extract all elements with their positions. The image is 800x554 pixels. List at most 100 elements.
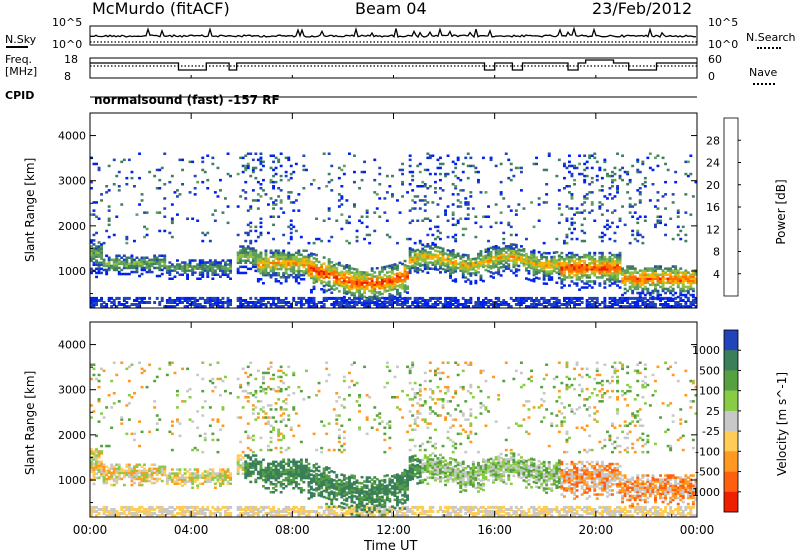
power-cell [342, 275, 346, 278]
power-cell [618, 251, 622, 255]
power-cell [530, 299, 533, 302]
power-cell [312, 287, 316, 291]
velocity-cell [196, 470, 200, 473]
power-cell [489, 260, 493, 264]
power-cell [365, 297, 369, 301]
power-cell [494, 203, 498, 206]
power-cell [598, 205, 602, 208]
power-cell [631, 301, 635, 304]
velocity-cell [92, 466, 96, 469]
velocity-cell [155, 514, 159, 518]
power-cell [201, 239, 205, 243]
power-cell [416, 263, 420, 266]
power-cell [345, 221, 349, 225]
power-cell [669, 217, 673, 220]
power-cell [477, 263, 480, 266]
power-cell [684, 277, 688, 280]
power-cell [611, 268, 614, 271]
power-cell [287, 305, 291, 309]
power-cell [208, 303, 212, 306]
power-cell [656, 154, 660, 157]
velocity-cell [254, 480, 258, 484]
velocity-cell [216, 476, 220, 479]
velocity-cell [219, 512, 222, 515]
power-cell [573, 255, 576, 259]
power-cell [489, 275, 493, 278]
velocity-cell [259, 389, 263, 393]
velocity-cell [135, 510, 139, 513]
velocity-cell [97, 454, 101, 457]
velocity-cell [267, 448, 270, 452]
power-cell [239, 245, 243, 248]
power-cell [107, 235, 111, 239]
velocity-cell [153, 400, 157, 403]
power-cell [269, 197, 273, 200]
power-cell [178, 299, 182, 302]
power-cell [613, 266, 617, 269]
velocity-cell [262, 416, 265, 419]
power-cell [449, 274, 452, 277]
power-cell [669, 271, 673, 274]
velocity-cell [239, 454, 243, 457]
power-cell [593, 262, 597, 265]
power-cell [449, 305, 452, 309]
power-cell [426, 217, 430, 220]
power-cell [648, 267, 652, 270]
power-cell [391, 298, 394, 301]
power-cell [603, 168, 607, 172]
power-cell [160, 166, 164, 170]
power-cell [606, 278, 609, 281]
power-cell [317, 237, 321, 241]
power-cell [373, 289, 377, 292]
velocity-cell [178, 434, 182, 438]
power-cell [590, 209, 594, 212]
power-cell [590, 257, 594, 261]
power-cell [251, 168, 255, 172]
power-cell [216, 301, 220, 304]
power-cell [277, 273, 281, 277]
velocity-cell [138, 469, 141, 473]
power-cell [444, 264, 447, 268]
power-cell [656, 265, 660, 268]
velocity-cell [183, 480, 187, 483]
power-cell [262, 267, 265, 271]
velocity-cell [262, 371, 265, 375]
power-cell [322, 276, 326, 280]
velocity-cell [277, 432, 281, 436]
power-cell [451, 263, 455, 266]
velocity-cell [219, 474, 222, 477]
power-cell [560, 257, 564, 261]
power-cell [198, 267, 202, 270]
power-cell [454, 296, 458, 300]
power-cell [563, 239, 566, 243]
velocity-cell [267, 416, 270, 419]
power-cell [686, 277, 690, 280]
power-cell [606, 197, 609, 200]
power-cell [178, 273, 182, 276]
velocity-cell [127, 418, 131, 421]
power-cell [401, 285, 404, 288]
power-cell [262, 259, 265, 263]
power-cell [580, 270, 584, 273]
power-cell [289, 265, 293, 269]
power-cell [289, 237, 293, 241]
power-cell [636, 239, 640, 243]
power-cell [522, 301, 526, 304]
power-cell [583, 217, 587, 220]
power-cell [272, 154, 275, 157]
power-cell [512, 263, 516, 267]
velocity-cell [274, 460, 278, 464]
power-cell [289, 191, 293, 194]
power-cell [466, 256, 470, 259]
power-cell [459, 269, 463, 272]
velocity-cell [191, 474, 195, 477]
power-cell [226, 301, 230, 304]
velocity-cell [193, 446, 197, 450]
power-cell [403, 259, 407, 263]
power-cell [289, 223, 293, 227]
power-cell [370, 291, 374, 295]
velocity-cell [246, 454, 250, 457]
power-cell [575, 270, 579, 273]
velocity-cell [219, 428, 222, 431]
power-cell [598, 207, 602, 210]
